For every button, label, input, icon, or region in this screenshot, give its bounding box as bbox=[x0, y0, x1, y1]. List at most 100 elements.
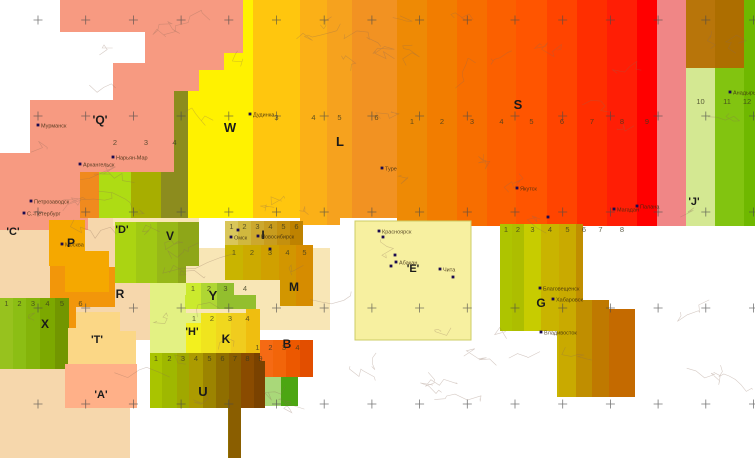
svg-text:6: 6 bbox=[78, 299, 82, 308]
svg-text:4: 4 bbox=[499, 117, 503, 126]
svg-text:1: 1 bbox=[504, 225, 508, 234]
svg-text:Владивосток: Владивосток bbox=[544, 331, 577, 337]
svg-text:1: 1 bbox=[192, 314, 196, 323]
svg-text:5: 5 bbox=[529, 117, 533, 126]
svg-text:'T': 'T' bbox=[91, 334, 103, 346]
svg-text:4: 4 bbox=[548, 225, 552, 234]
svg-text:1: 1 bbox=[4, 299, 8, 308]
svg-text:2: 2 bbox=[440, 117, 444, 126]
svg-text:4: 4 bbox=[311, 113, 315, 122]
svg-text:11: 11 bbox=[723, 97, 731, 106]
svg-text:5: 5 bbox=[281, 222, 285, 231]
svg-text:4: 4 bbox=[194, 354, 198, 363]
svg-text:4: 4 bbox=[295, 343, 299, 352]
svg-text:3: 3 bbox=[255, 222, 259, 231]
svg-text:6: 6 bbox=[582, 225, 586, 234]
svg-text:Омск: Омск bbox=[234, 236, 248, 242]
svg-text:2: 2 bbox=[210, 314, 214, 323]
svg-text:6: 6 bbox=[374, 113, 378, 122]
svg-text:С.-Петербург: С.-Петербург bbox=[27, 212, 61, 218]
svg-text:1: 1 bbox=[255, 343, 259, 352]
svg-text:2: 2 bbox=[167, 354, 171, 363]
svg-text:2: 2 bbox=[268, 343, 272, 352]
svg-text:2: 2 bbox=[242, 222, 246, 231]
svg-text:P: P bbox=[67, 236, 75, 250]
svg-text:Нарьян-Мар: Нарьян-Мар bbox=[116, 156, 148, 162]
svg-text:7: 7 bbox=[598, 225, 602, 234]
svg-text:2: 2 bbox=[250, 248, 254, 257]
svg-text:9: 9 bbox=[645, 117, 649, 126]
svg-text:'A': 'A' bbox=[94, 389, 108, 401]
svg-text:3: 3 bbox=[530, 225, 534, 234]
svg-text:W: W bbox=[224, 120, 237, 135]
svg-text:Якутск: Якутск bbox=[520, 187, 537, 193]
svg-text:4: 4 bbox=[45, 299, 49, 308]
svg-text:5: 5 bbox=[60, 299, 64, 308]
svg-text:S: S bbox=[514, 97, 523, 112]
svg-text:M: M bbox=[289, 280, 299, 294]
svg-text:8: 8 bbox=[245, 354, 249, 363]
svg-text:Благовещенск: Благовещенск bbox=[543, 287, 580, 293]
svg-text:Мурманск: Мурманск bbox=[41, 124, 67, 130]
svg-text:2: 2 bbox=[17, 299, 21, 308]
svg-text:R: R bbox=[116, 287, 125, 301]
svg-text:Чита: Чита bbox=[443, 268, 456, 274]
svg-text:6: 6 bbox=[560, 117, 564, 126]
svg-text:6: 6 bbox=[220, 354, 224, 363]
svg-text:'D': 'D' bbox=[115, 224, 129, 236]
svg-text:Дудинка: Дудинка bbox=[253, 113, 275, 119]
svg-text:'Q': 'Q' bbox=[92, 113, 107, 127]
svg-text:3: 3 bbox=[181, 354, 185, 363]
svg-text:Красноярск: Красноярск bbox=[382, 230, 412, 236]
svg-text:'C': 'C' bbox=[6, 226, 20, 238]
svg-text:K: K bbox=[222, 332, 231, 346]
svg-text:8: 8 bbox=[620, 225, 624, 234]
svg-text:Палана: Палана bbox=[640, 205, 660, 211]
svg-text:1: 1 bbox=[191, 284, 195, 293]
svg-text:4: 4 bbox=[285, 248, 289, 257]
svg-text:5: 5 bbox=[565, 225, 569, 234]
svg-text:7: 7 bbox=[590, 117, 594, 126]
svg-text:'H': 'H' bbox=[185, 326, 199, 338]
svg-text:7: 7 bbox=[233, 354, 237, 363]
svg-text:L: L bbox=[336, 134, 344, 149]
svg-text:X: X bbox=[41, 317, 49, 331]
svg-text:5: 5 bbox=[207, 354, 211, 363]
svg-text:Новосибирск: Новосибирск bbox=[261, 235, 295, 241]
svg-text:5: 5 bbox=[337, 113, 341, 122]
svg-text:1: 1 bbox=[232, 248, 236, 257]
svg-text:1: 1 bbox=[229, 222, 233, 231]
svg-text:3: 3 bbox=[470, 117, 474, 126]
svg-text:3: 3 bbox=[144, 138, 148, 147]
svg-text:I: I bbox=[261, 228, 264, 242]
svg-text:12: 12 bbox=[743, 97, 751, 106]
svg-text:9: 9 bbox=[258, 354, 262, 363]
svg-text:10: 10 bbox=[696, 97, 704, 106]
svg-text:'J': 'J' bbox=[688, 196, 700, 208]
svg-text:4: 4 bbox=[268, 222, 272, 231]
svg-text:Архангельск: Архангельск bbox=[83, 163, 115, 169]
svg-text:'E': 'E' bbox=[407, 263, 420, 275]
svg-text:Туре: Туре bbox=[385, 167, 397, 173]
svg-text:3: 3 bbox=[282, 343, 286, 352]
svg-text:3: 3 bbox=[268, 248, 272, 257]
svg-text:4: 4 bbox=[172, 138, 176, 147]
svg-text:U: U bbox=[198, 384, 207, 399]
svg-text:4: 4 bbox=[245, 314, 249, 323]
svg-text:Анадырь: Анадырь bbox=[733, 91, 755, 97]
svg-text:3: 3 bbox=[31, 299, 35, 308]
svg-text:8: 8 bbox=[620, 117, 624, 126]
svg-text:3: 3 bbox=[223, 284, 227, 293]
svg-text:G: G bbox=[536, 296, 545, 310]
svg-text:2: 2 bbox=[207, 284, 211, 293]
svg-text:Хабаровск: Хабаровск bbox=[556, 298, 584, 304]
svg-text:Петрозаводск: Петрозаводск bbox=[34, 200, 70, 206]
svg-text:3: 3 bbox=[228, 314, 232, 323]
svg-text:6: 6 bbox=[294, 222, 298, 231]
svg-text:2: 2 bbox=[516, 225, 520, 234]
svg-text:1: 1 bbox=[154, 354, 158, 363]
svg-text:Магадан: Магадан bbox=[617, 208, 639, 214]
svg-text:4: 4 bbox=[243, 284, 247, 293]
svg-text:V: V bbox=[166, 229, 174, 243]
svg-text:2: 2 bbox=[113, 138, 117, 147]
